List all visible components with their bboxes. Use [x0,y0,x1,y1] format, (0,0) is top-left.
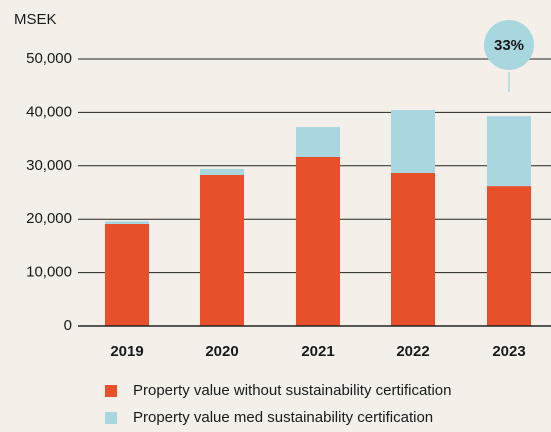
bar-segment [391,173,435,326]
y-axis-label: MSEK [14,11,57,28]
y-tick-label: 0 [64,317,72,334]
x-tick-label: 2023 [492,343,525,360]
annotation-bubble [484,20,534,70]
bar-segment [105,224,149,326]
y-tick-label: 30,000 [26,157,72,174]
bar-segment [487,116,531,187]
bar-segment [105,221,149,225]
bar-segment [391,109,435,174]
legend-label: Property value without sustainability ce… [133,382,452,399]
legend-swatch [105,412,117,424]
x-tick-label: 2022 [396,343,429,360]
x-tick-label: 2019 [110,343,143,360]
y-tick-label: 50,000 [26,50,72,67]
bar-segment [200,169,244,175]
bar-segment [200,174,244,326]
x-tick-label: 2020 [205,343,238,360]
bar-segment [296,156,340,326]
x-tick-label: 2021 [301,343,334,360]
y-tick-label: 40,000 [26,103,72,120]
legend-label: Property value med sustainability certif… [133,409,433,426]
bar-segment [487,186,531,326]
legend-swatch [105,385,117,397]
annotation-text: 33% [494,37,524,54]
y-tick-label: 20,000 [26,210,72,227]
y-tick-label: 10,000 [26,264,72,281]
bar-segment [296,127,340,157]
